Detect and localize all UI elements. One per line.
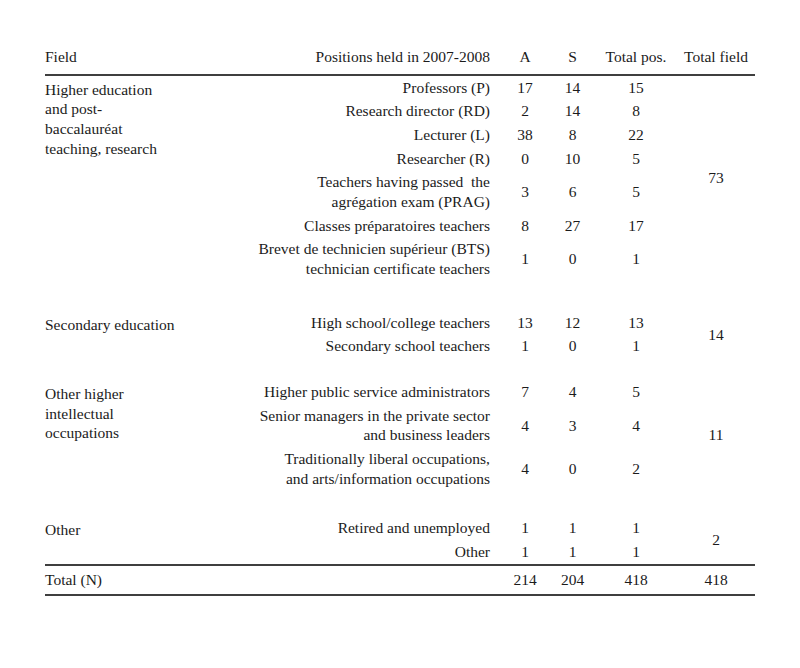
col-s-value: 14 — [550, 75, 595, 100]
total-pos-value: 5 — [595, 170, 677, 213]
col-a-value: 1 — [500, 516, 550, 540]
col-a-value: 17 — [500, 75, 550, 100]
col-a-value: 4 — [500, 447, 550, 490]
col-a-value: 1 — [500, 237, 550, 280]
position-label: Retired and unemployed — [205, 516, 500, 540]
total-field-value: 73 — [677, 75, 755, 281]
col-s-value: 1 — [550, 540, 595, 565]
table-row: Other higher intellectual occupations Hi… — [45, 380, 755, 404]
col-a-value: 3 — [500, 170, 550, 213]
field-group-label: Secondary education — [45, 311, 205, 358]
total-pos-value: 1 — [595, 237, 677, 280]
position-label: Teachers having passed the agrégation ex… — [205, 170, 500, 213]
total-pos-value: 2 — [595, 447, 677, 490]
position-label: Researcher (R) — [205, 147, 500, 171]
col-a-value: 38 — [500, 123, 550, 147]
col-a-value: 13 — [500, 311, 550, 335]
col-s-value: 0 — [550, 334, 595, 358]
header-s: S — [550, 44, 595, 75]
total-pos-value: 15 — [595, 75, 677, 100]
col-s-value: 6 — [550, 170, 595, 213]
total-a-value: 214 — [500, 565, 550, 596]
col-a-value: 4 — [500, 404, 550, 447]
total-row: Total (N) 214 204 418 418 — [45, 565, 755, 596]
total-pos-value: 5 — [595, 147, 677, 171]
header-field: Field — [45, 44, 205, 75]
col-s-value: 1 — [550, 516, 595, 540]
total-pos-value: 1 — [595, 516, 677, 540]
total-pos-value: 4 — [595, 404, 677, 447]
table-row: Secondary education High school/college … — [45, 311, 755, 335]
col-a-value: 0 — [500, 147, 550, 171]
col-s-value: 4 — [550, 380, 595, 404]
col-s-value: 3 — [550, 404, 595, 447]
col-a-value: 8 — [500, 214, 550, 238]
col-a-value: 1 — [500, 540, 550, 565]
col-s-value: 8 — [550, 123, 595, 147]
position-label: Senior managers in the private sector an… — [205, 404, 500, 447]
field-group-label: Other higher intellectual occupations — [45, 380, 205, 490]
total-s-value: 204 — [550, 565, 595, 596]
position-label: Professors (P) — [205, 75, 500, 100]
col-a-value: 2 — [500, 99, 550, 123]
total-pos-value: 5 — [595, 380, 677, 404]
col-a-value: 7 — [500, 380, 550, 404]
table-row: Other Retired and unemployed 1 1 1 2 — [45, 516, 755, 540]
col-s-value: 10 — [550, 147, 595, 171]
total-field-value: 11 — [677, 380, 755, 490]
total-pos-total-value: 418 — [595, 565, 677, 596]
position-label: Lecturer (L) — [205, 123, 500, 147]
total-pos-value: 22 — [595, 123, 677, 147]
total-field-total-value: 418 — [677, 565, 755, 596]
header-positions: Positions held in 2007-2008 — [205, 44, 500, 75]
total-field-value: 2 — [677, 516, 755, 564]
col-s-value: 12 — [550, 311, 595, 335]
position-label: Secondary school teachers — [205, 334, 500, 358]
header-total-field: Total field — [677, 44, 755, 75]
col-s-value: 14 — [550, 99, 595, 123]
total-pos-value: 8 — [595, 99, 677, 123]
col-s-value: 27 — [550, 214, 595, 238]
total-pos-value: 1 — [595, 334, 677, 358]
total-pos-value: 13 — [595, 311, 677, 335]
group-spacer — [45, 281, 755, 311]
total-pos-value: 1 — [595, 540, 677, 565]
total-field-value: 14 — [677, 311, 755, 358]
position-label: Higher public service administrators — [205, 380, 500, 404]
position-label: Classes préparatoires teachers — [205, 214, 500, 238]
total-pos-value: 17 — [595, 214, 677, 238]
position-label: High school/college teachers — [205, 311, 500, 335]
field-group-label: Higher education and post- baccalauréat … — [45, 75, 205, 281]
group-spacer — [45, 490, 755, 516]
group-spacer — [45, 358, 755, 380]
col-a-value: 1 — [500, 334, 550, 358]
col-s-value: 0 — [550, 237, 595, 280]
position-label: Traditionally liberal occupations, and a… — [205, 447, 500, 490]
position-label: Brevet de technicien supérieur (BTS) tec… — [205, 237, 500, 280]
header-a: A — [500, 44, 550, 75]
total-row-label: Total (N) — [45, 565, 500, 596]
position-label: Research director (RD) — [205, 99, 500, 123]
header-row: Field Positions held in 2007-2008 A S To… — [45, 44, 755, 75]
field-group-label: Other — [45, 516, 205, 564]
table-row: Higher education and post- baccalauréat … — [45, 75, 755, 100]
col-s-value: 0 — [550, 447, 595, 490]
header-total-pos: Total pos. — [595, 44, 677, 75]
paper-page: Field Positions held in 2007-2008 A S To… — [0, 0, 800, 596]
position-label: Other — [205, 540, 500, 565]
positions-table: Field Positions held in 2007-2008 A S To… — [45, 44, 755, 596]
